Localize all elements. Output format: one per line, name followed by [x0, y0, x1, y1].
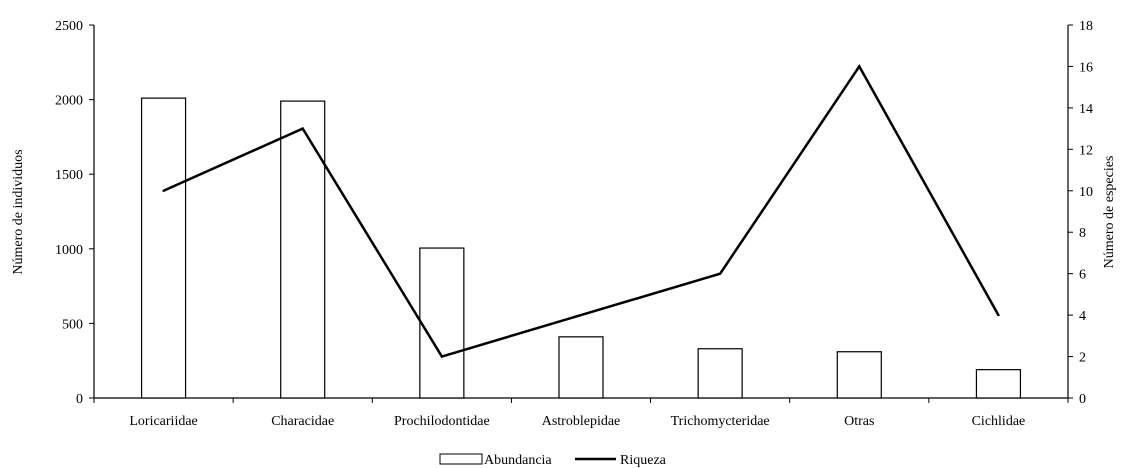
- riqueza-point: [579, 313, 583, 317]
- y-right-tick-label: 2: [1079, 351, 1086, 366]
- category-label: Prochilodontidae: [394, 414, 490, 429]
- y-left-tick-label: 1500: [55, 168, 83, 183]
- riqueza-point: [718, 272, 722, 275]
- legend-label-riqueza: Riqueza: [620, 453, 667, 468]
- y-right-tick-label: 12: [1079, 143, 1093, 158]
- riqueza-point: [440, 355, 444, 358]
- legend-label-abundancia: Abundancia: [484, 453, 552, 468]
- y-left-tick-label: 1000: [55, 243, 83, 258]
- bar-abundancia: [140, 97, 187, 399]
- y-right-tick-label: 14: [1079, 102, 1093, 117]
- category-label: Characidae: [271, 414, 334, 429]
- legend-swatch-abundancia: [439, 453, 483, 465]
- y-right-tick-label: 6: [1079, 268, 1086, 283]
- y-right-tick-label: 0: [1079, 392, 1086, 407]
- riqueza-point: [162, 189, 165, 192]
- ticks: 0 500 1000 1500 2000 2500 0 2 4 6 8 10 12 14 16 18 Loric…: [55, 19, 1093, 429]
- bar-abundancia: [419, 247, 465, 399]
- bars: [140, 97, 1022, 399]
- y-axis-right-title: Número de especies: [1102, 156, 1117, 269]
- category-label: Astroblepidae: [542, 414, 621, 429]
- riqueza-point: [858, 65, 861, 68]
- category-label: Otras: [844, 414, 874, 429]
- bar-abundancia: [975, 369, 1022, 399]
- bar-abundancia: [280, 100, 326, 399]
- y-right-tick-label: 4: [1079, 309, 1086, 324]
- riqueza-point: [301, 127, 304, 130]
- y-right-tick-label: 10: [1079, 185, 1093, 200]
- bar-abundancia: [558, 336, 604, 399]
- y-right-tick-label: 16: [1079, 60, 1093, 75]
- bar-abundancia: [697, 348, 743, 399]
- category-label: Cichlidae: [972, 414, 1026, 429]
- y-right-tick-label: 18: [1079, 19, 1093, 34]
- y-right-tick-label: 8: [1079, 226, 1086, 241]
- y-left-tick-label: 500: [62, 317, 83, 332]
- bar-abundancia: [836, 351, 882, 399]
- riqueza-point: [997, 313, 1000, 317]
- y-left-tick-label: 2000: [55, 94, 83, 109]
- y-left-tick-label: 2500: [55, 19, 83, 34]
- category-label: Trichomycteridae: [671, 414, 770, 429]
- riqueza-line-group: [162, 64, 1000, 359]
- category-label: Loricariidae: [129, 414, 197, 429]
- y-axis-left-title: Número de individuos: [11, 149, 26, 274]
- y-left-tick-label: 0: [76, 392, 83, 407]
- legend: Abundancia Riqueza: [439, 453, 667, 468]
